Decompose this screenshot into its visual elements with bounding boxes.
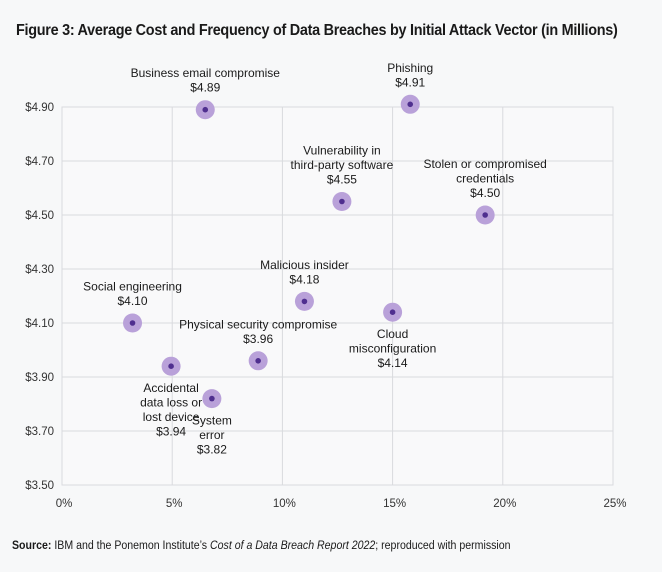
point-value-label: $4.55 [327,173,357,187]
point-label: Cloud [377,327,408,341]
point-label: misconfiguration [349,342,436,356]
y-tick-label: $3.50 [25,480,54,492]
point-value-label: $4.89 [190,81,220,95]
data-point-center [202,106,209,113]
data-point-center [389,309,396,316]
data-point-center [255,358,261,364]
point-label: third-party software [291,158,394,172]
source-note: Source: IBM and the Ponemon Institute’s … [12,540,511,552]
point-label: Stolen or compromised [423,157,546,171]
data-point-center [407,101,414,108]
point-value-label: $3.82 [197,443,227,457]
data-point-center [482,212,488,218]
data-point-center [209,395,215,402]
x-tick-label: 25% [603,498,626,510]
source-label: Source: [12,540,52,552]
source-text: IBM and the Ponemon Institute’s [51,540,211,552]
point-label: Malicious insider [260,258,349,272]
data-point-center [129,320,136,326]
point-label: lost device [143,410,200,424]
point-label: Business email compromise [131,66,281,80]
x-tick-label: 10% [273,498,296,510]
y-tick-label: $4.10 [25,318,54,330]
point-label: error [199,428,224,442]
source-text-after: ; reproduced with permission [375,540,511,552]
x-tick-label: 20% [493,498,516,510]
data-point-center [339,198,345,205]
point-value-label: $4.50 [470,186,500,200]
y-tick-label: $4.30 [25,264,54,276]
point-label: System [192,414,232,428]
data-point-center [168,363,174,370]
source-report-title: Cost of a Data Breach Report 2022 [210,540,376,552]
chart-title: Figure 3: Average Cost and Frequency of … [16,22,618,39]
y-tick-label: $4.50 [25,210,54,222]
data-point-center [301,298,308,305]
point-label: Vulnerability in [303,144,381,158]
x-tick-label: 15% [383,498,406,510]
point-label: credentials [456,172,514,186]
y-tick-label: $4.90 [25,102,54,114]
point-value-label: $3.96 [243,332,273,346]
point-value-label: $4.18 [289,272,319,286]
y-tick-label: $4.70 [25,156,54,168]
point-value-label: $4.10 [118,294,148,308]
point-label: Phishing [387,61,433,75]
point-label: Accidental [143,381,198,395]
point-value-label: $4.14 [378,356,408,370]
point-label: Physical security compromise [179,317,337,331]
x-tick-label: 5% [166,498,183,510]
x-tick-label: 0% [56,498,73,510]
point-value-label: $4.91 [395,75,425,89]
point-label: Social engineering [83,280,182,294]
y-tick-label: $3.90 [25,372,54,384]
point-value-label: $3.94 [156,425,186,439]
scatter-chart: $3.50 $3.70 $3.90 $4.10 $4.30 $4.50 $4.70 $4.90… [25,61,626,510]
y-tick-label: $3.70 [25,426,54,438]
point-label: data loss or [140,396,202,410]
